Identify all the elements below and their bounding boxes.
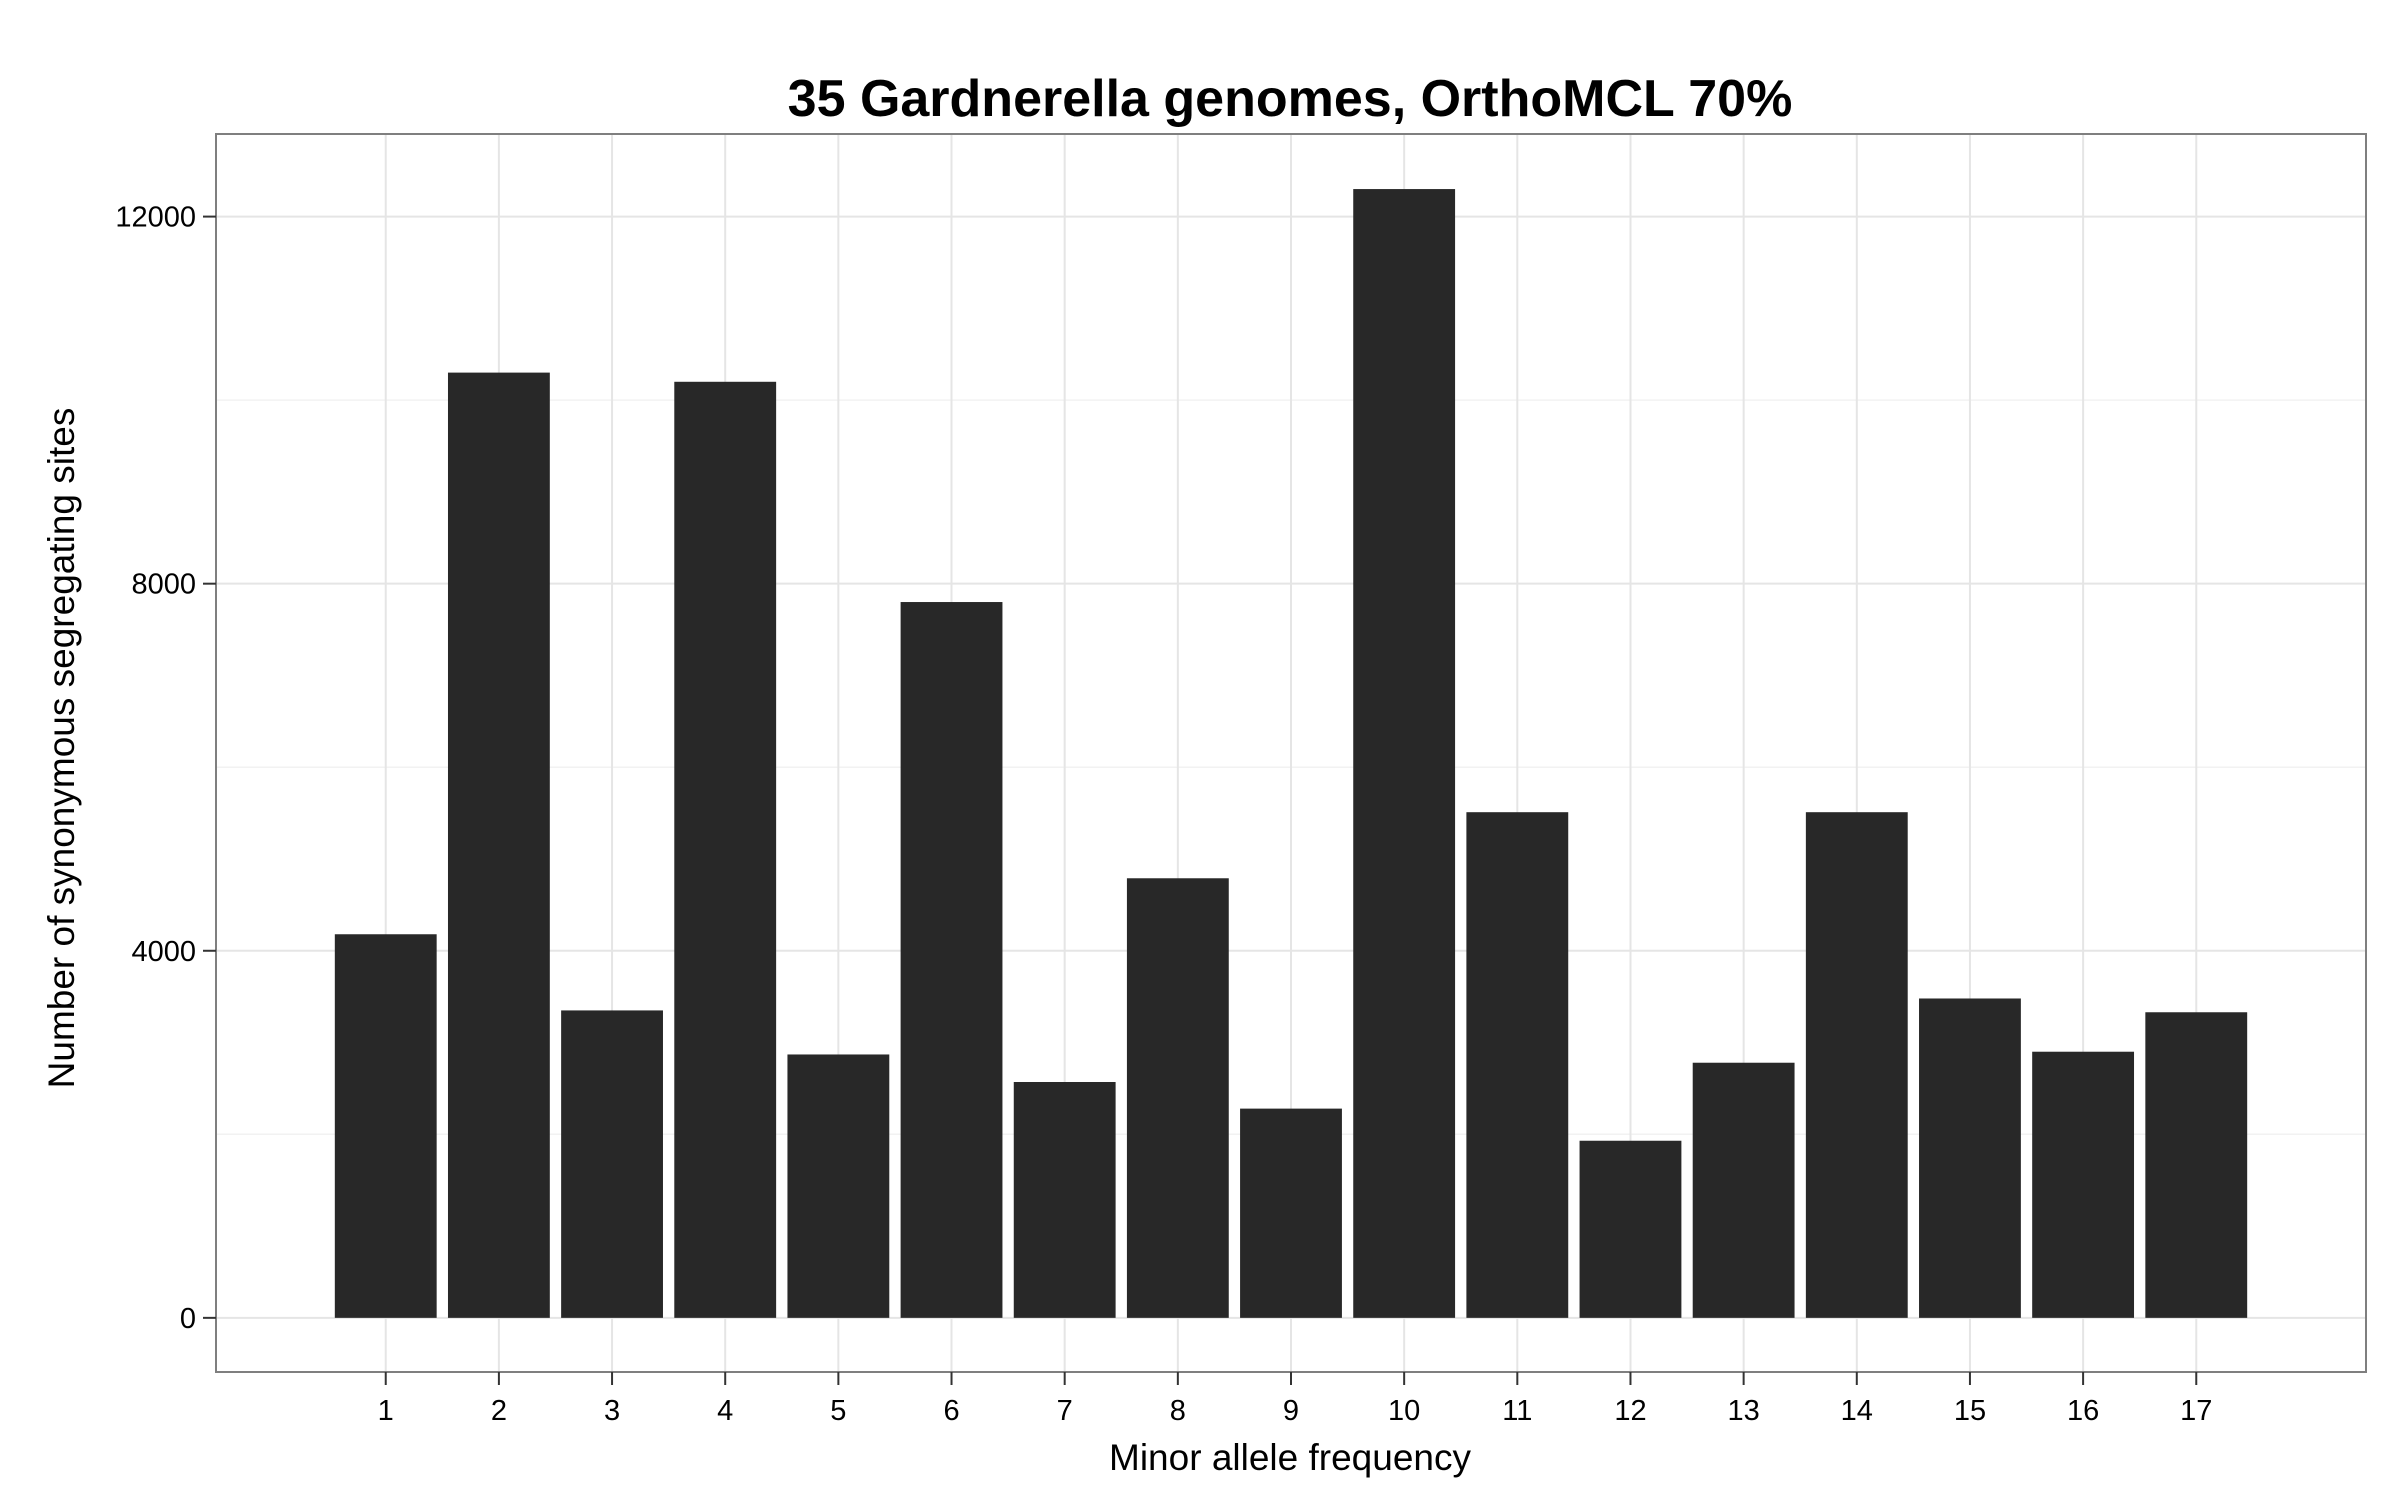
y-tick-label: 8000 [131, 569, 196, 601]
x-tick-label: 12 [1614, 1395, 1646, 1427]
bar-16 [2032, 1051, 2135, 1318]
x-axis-ticks: 1 2 3 4 5 6 7 8 9 10 11 12 13 14 15 16 17 [378, 1372, 2212, 1427]
x-tick-label: 5 [830, 1395, 846, 1427]
bar-17 [2145, 1012, 2248, 1318]
bar-1 [334, 934, 437, 1318]
x-tick-label: 7 [1057, 1395, 1073, 1427]
bar-12 [1579, 1140, 1682, 1318]
y-tick-label: 0 [180, 1303, 196, 1335]
x-tick-label: 11 [1502, 1395, 1532, 1427]
bar-5 [787, 1054, 890, 1318]
x-tick-label: 9 [1283, 1395, 1299, 1427]
x-tick-label: 16 [2067, 1395, 2099, 1427]
x-tick-label: 13 [1727, 1395, 1759, 1427]
chart-title: 35 Gardnerella genomes, OrthoMCL 70% [788, 70, 1793, 128]
x-tick-label: 3 [604, 1395, 620, 1427]
x-tick-label: 1 [378, 1395, 394, 1427]
x-tick-label: 4 [717, 1395, 733, 1427]
x-axis-title: Minor allele frequency [1109, 1437, 1471, 1478]
x-tick-label: 6 [943, 1395, 959, 1427]
bar-11 [1466, 812, 1569, 1318]
bar-15 [1919, 998, 2021, 1318]
bar-4 [674, 381, 777, 1318]
bar-6 [900, 602, 1003, 1318]
bars [334, 189, 2248, 1318]
x-tick-label: 8 [1170, 1395, 1186, 1427]
bar-8 [1126, 878, 1229, 1318]
bar-10 [1353, 189, 1456, 1318]
y-axis-ticks: 0 4000 8000 12000 [115, 202, 216, 1335]
y-axis-title: Number of synonymous segregating sites [41, 408, 82, 1089]
y-tick-label: 4000 [131, 936, 196, 968]
x-tick-label: 10 [1388, 1395, 1420, 1427]
bar-9 [1240, 1108, 1342, 1318]
bar-14 [1805, 812, 1908, 1318]
bar-3 [561, 1010, 663, 1318]
x-tick-label: 15 [1954, 1395, 1986, 1427]
x-tick-label: 17 [2180, 1395, 2212, 1427]
x-tick-label: 14 [1841, 1395, 1873, 1427]
bar-7 [1013, 1082, 1116, 1318]
x-tick-label: 2 [491, 1395, 507, 1427]
bar-13 [1692, 1062, 1795, 1318]
bar-2 [447, 372, 550, 1318]
y-tick-label: 12000 [115, 202, 196, 234]
